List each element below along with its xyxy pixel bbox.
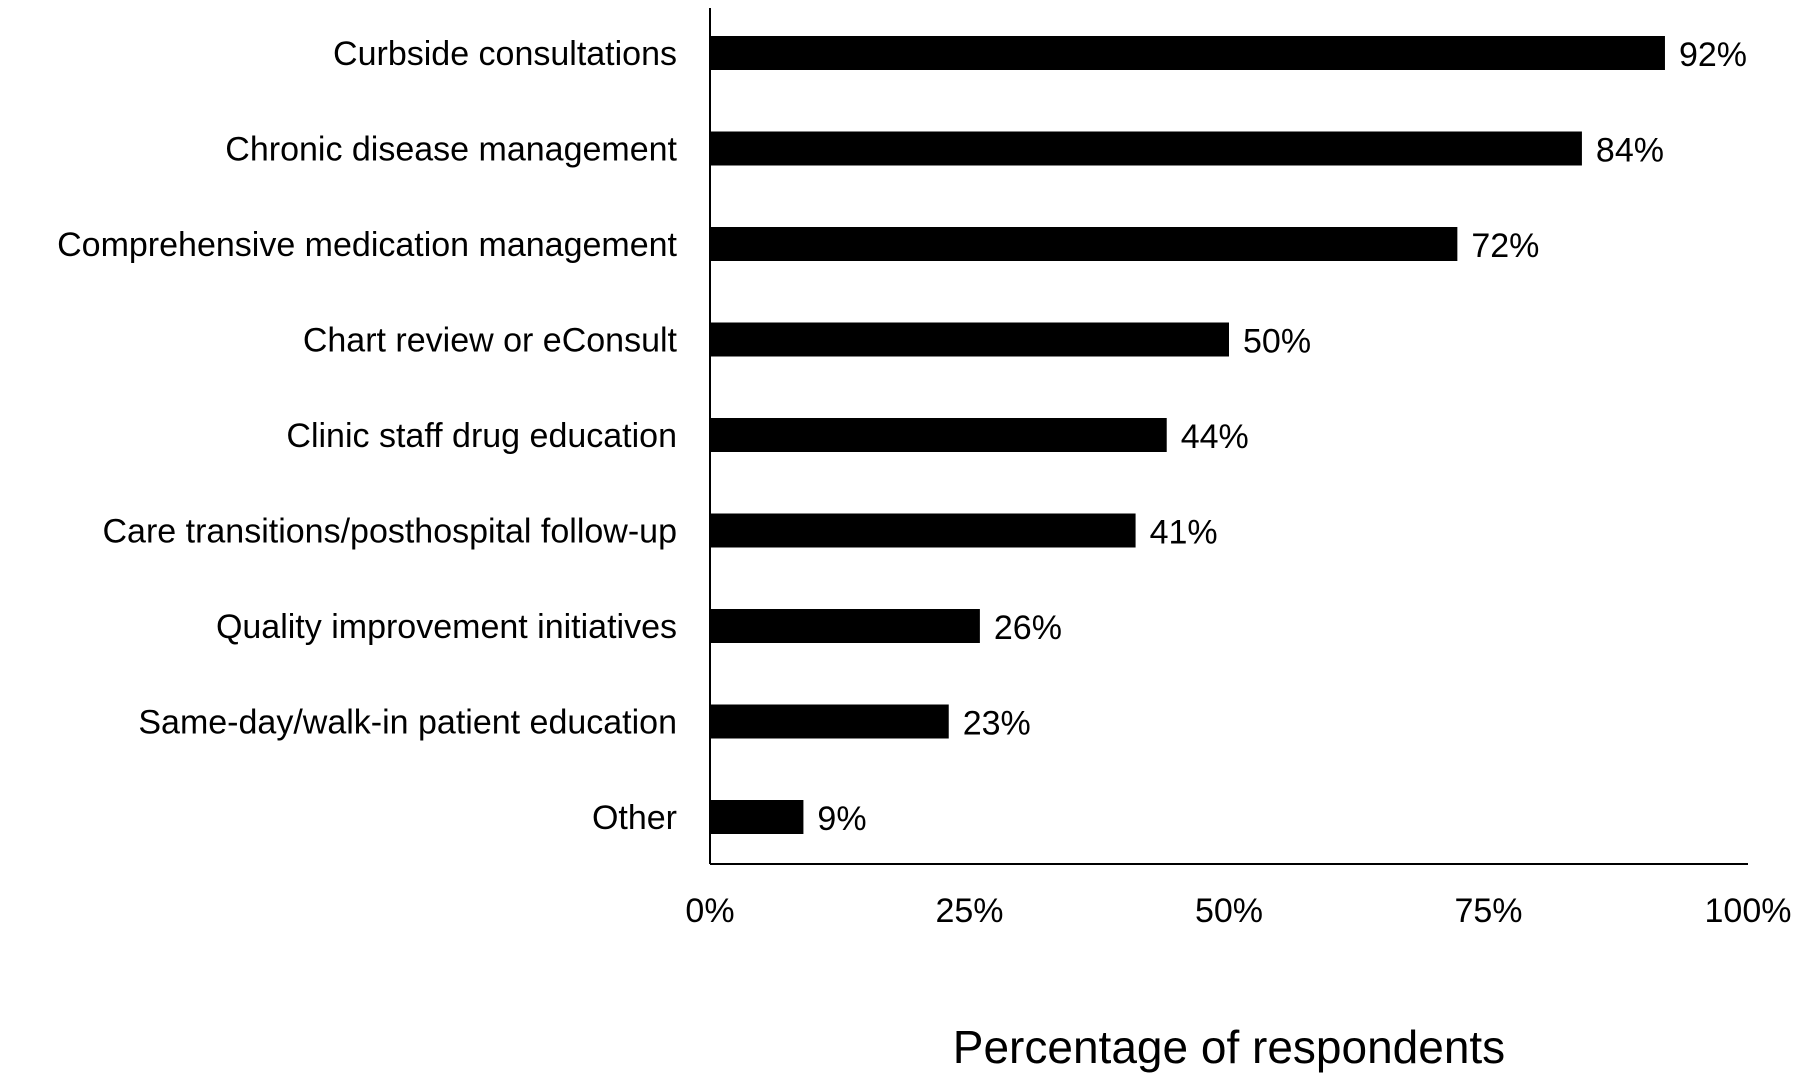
category-label: Other (592, 799, 677, 837)
value-label: 41% (1150, 514, 1218, 552)
category-label: Quality improvement initiatives (216, 608, 677, 646)
value-label: 92% (1679, 36, 1747, 74)
value-label: 9% (817, 800, 866, 838)
value-label: 72% (1471, 227, 1539, 265)
value-label: 84% (1596, 132, 1664, 170)
bar (710, 36, 1665, 70)
category-labels: Curbside consultations Chronic disease ma… (57, 35, 677, 837)
bar (710, 227, 1458, 261)
category-label: Chronic disease management (225, 131, 677, 169)
category-label: Comprehensive medication management (57, 226, 677, 264)
value-label: 26% (994, 609, 1062, 647)
x-tick-label: 0% (685, 892, 734, 930)
x-tick-label: 50% (1195, 892, 1263, 930)
x-tick-label: 75% (1454, 892, 1522, 930)
bar (710, 609, 980, 643)
value-labels: 92% 84% 72% 50% 44% 41% 26% 23% 9% (817, 36, 1747, 838)
bar (710, 322, 1229, 357)
category-label: Same-day/walk-in patient education (138, 704, 677, 742)
category-label: Clinic staff drug education (286, 417, 677, 455)
bar (710, 418, 1167, 452)
value-label: 50% (1243, 323, 1311, 361)
bar (710, 513, 1136, 548)
bar (710, 704, 949, 739)
x-tick-label: 100% (1705, 892, 1792, 930)
value-label: 23% (963, 705, 1031, 743)
value-label: 44% (1181, 418, 1249, 456)
category-label: Curbside consultations (333, 35, 677, 73)
bars-group (710, 36, 1665, 834)
x-tick-labels: 0% 25% 50% 75% 100% (685, 892, 1791, 930)
x-axis-title: Percentage of respondents (953, 1021, 1505, 1073)
bar (710, 800, 804, 834)
x-tick-label: 25% (935, 892, 1003, 930)
category-label: Care transitions/posthospital follow-up (102, 513, 677, 551)
bar (710, 131, 1582, 166)
category-label: Chart review or eConsult (303, 322, 678, 360)
